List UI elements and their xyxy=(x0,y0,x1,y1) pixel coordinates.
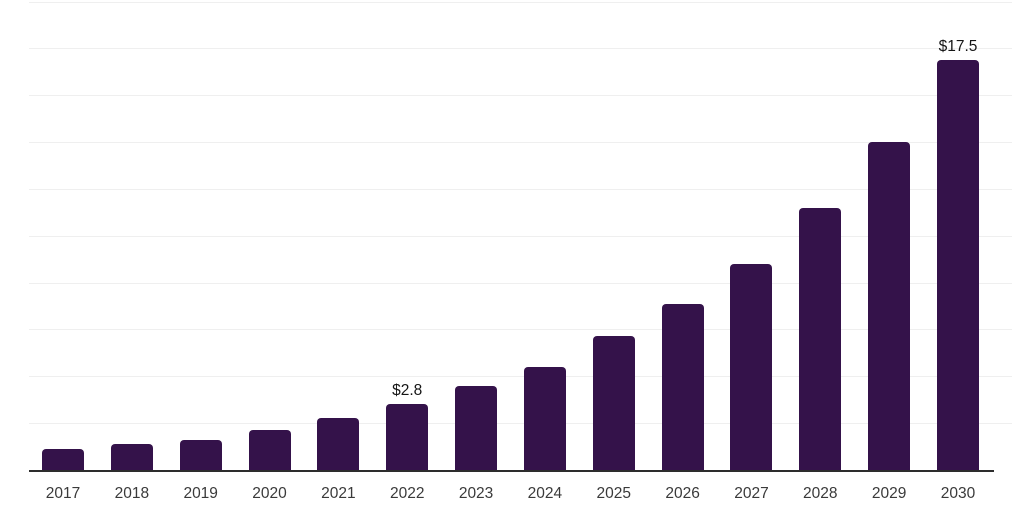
x-tick-2022: 2022 xyxy=(389,485,425,502)
gridline-18 xyxy=(29,48,1012,50)
x-tick-2017: 2017 xyxy=(45,485,81,502)
x-tick-2029: 2029 xyxy=(871,485,907,502)
data-label-2022: $2.8 xyxy=(392,382,423,400)
bar-2030 xyxy=(936,60,979,470)
x-tick-2028: 2028 xyxy=(803,485,838,502)
x-tick-2021: 2021 xyxy=(321,485,356,502)
x-tick-2030: 2030 xyxy=(940,485,976,502)
bar-2022 xyxy=(386,404,429,470)
x-tick-2018: 2018 xyxy=(114,485,150,502)
x-tick-2019: 2019 xyxy=(183,485,218,502)
gridline-4 xyxy=(29,376,1012,378)
x-tick-2025: 2025 xyxy=(596,485,632,502)
x-tick-2026: 2026 xyxy=(665,485,700,502)
bar-2020 xyxy=(248,430,291,470)
bar-2019 xyxy=(179,439,222,470)
bar-2026 xyxy=(661,303,704,470)
bar-2029 xyxy=(868,142,911,470)
gridline-2 xyxy=(29,423,1012,425)
gridline-14 xyxy=(29,142,1012,144)
x-tick-2027: 2027 xyxy=(734,485,769,502)
gridline-12 xyxy=(29,188,1012,190)
bar-2028 xyxy=(799,207,842,470)
data-label-2030: $17.5 xyxy=(938,38,978,56)
gridline-20 xyxy=(29,1,1012,3)
gridline-16 xyxy=(29,95,1012,97)
bar-2021 xyxy=(317,418,360,470)
bar-2025 xyxy=(592,336,635,470)
gridline-6 xyxy=(29,329,1012,331)
gridline-10 xyxy=(29,235,1012,237)
x-tick-2024: 2024 xyxy=(527,485,563,502)
bar-2027 xyxy=(730,263,773,470)
x-axis-line xyxy=(29,470,994,472)
x-tick-2020: 2020 xyxy=(252,485,287,502)
bar-2023 xyxy=(455,385,498,470)
bar-2018 xyxy=(110,444,153,470)
x-tick-2023: 2023 xyxy=(458,485,494,502)
bar-2024 xyxy=(523,366,566,470)
bar-2017 xyxy=(42,448,84,470)
gridline-8 xyxy=(29,282,1012,284)
